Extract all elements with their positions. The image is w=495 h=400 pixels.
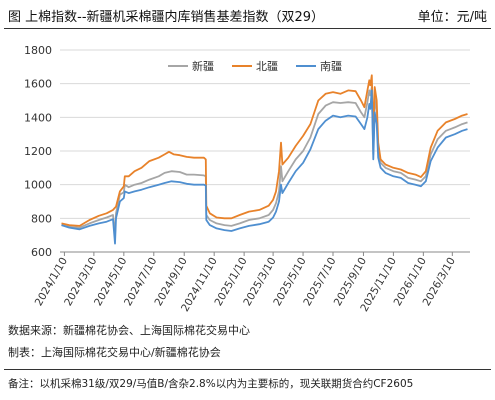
top-divider bbox=[4, 28, 491, 29]
y-axis: 600 800 1000 1200 1400 1600 1800 bbox=[24, 44, 52, 259]
chart-header: 图 上棉指数--新疆机采棉疆内库销售基差指数（双29） 单位：元/吨 bbox=[0, 0, 495, 28]
y-tick-label: 600 bbox=[31, 246, 52, 259]
y-tick-label: 800 bbox=[31, 212, 52, 225]
data-source: 数据来源：新疆棉花协会、上海国际棉花交易中心 bbox=[8, 324, 250, 337]
series-line-beijiang bbox=[61, 74, 468, 227]
series-line-nanjiang bbox=[61, 89, 468, 245]
grid bbox=[60, 49, 470, 253]
x-axis: 2024/1/102024/3/102024/5/102024/7/102024… bbox=[33, 251, 470, 314]
y-tick-label: 1600 bbox=[24, 78, 52, 91]
legend-label: 北疆 bbox=[256, 60, 278, 73]
series-line-xinjiang bbox=[61, 86, 468, 237]
y-tick-label: 1400 bbox=[24, 111, 52, 124]
legend-label: 新疆 bbox=[192, 59, 214, 73]
series-lines bbox=[61, 74, 468, 245]
y-tick-label: 1200 bbox=[24, 145, 52, 158]
footnote: 备注：以机采棉31级/双29/马值B/含杂2.8%以内为主要标的，现关联期货合约… bbox=[8, 378, 414, 390]
table-maker: 制表：上海国际棉花交易中心/新疆棉花协会 bbox=[8, 346, 221, 359]
y-tick-label: 1800 bbox=[24, 44, 52, 57]
bottom-divider bbox=[4, 369, 491, 370]
chart-title: 图 上棉指数--新疆机采棉疆内库销售基差指数（双29） bbox=[8, 10, 325, 25]
line-chart: 600 800 1000 1200 1400 1600 1800 2024/1/102024… bbox=[24, 44, 470, 314]
legend-label: 南疆 bbox=[320, 60, 342, 73]
y-tick-label: 1000 bbox=[24, 179, 52, 192]
legend: 新疆 北疆 南疆 bbox=[168, 59, 342, 73]
unit-label: 单位：元/吨 bbox=[417, 10, 487, 25]
